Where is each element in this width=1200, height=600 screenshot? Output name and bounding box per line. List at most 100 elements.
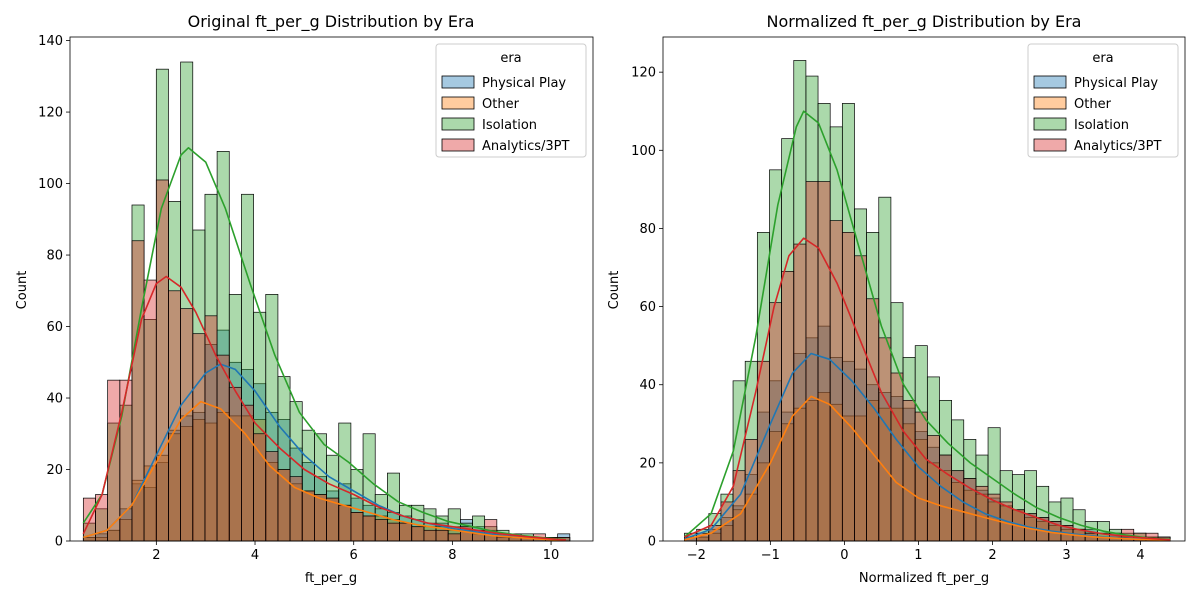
left-axes-frame — [69, 36, 594, 542]
right-bar — [805, 181, 819, 542]
right-y-tick-label: 120 — [631, 66, 656, 81]
right-legend-swatch — [1033, 117, 1067, 131]
left-x-tick-label: 8 — [448, 548, 456, 563]
left-bar — [350, 512, 364, 542]
left-bar — [168, 290, 181, 542]
left-legend-title: era — [500, 51, 521, 66]
right-x-tick-label: 2 — [988, 548, 996, 563]
left-bar — [155, 179, 169, 542]
right-y-tick-label: 40 — [639, 378, 656, 393]
left-bar — [362, 515, 376, 542]
left-x-tick-label: 4 — [251, 548, 259, 563]
left-x-tick-label: 6 — [350, 548, 358, 563]
right-legend-label: Other — [1074, 97, 1112, 112]
right-bar — [939, 454, 952, 542]
right-y-tick-label: 80 — [639, 222, 656, 237]
left-x-tick-label: 10 — [543, 548, 560, 563]
left-y-tick-label: 60 — [46, 320, 63, 335]
left-bar — [435, 529, 449, 542]
left-y-tick-label: 120 — [38, 106, 63, 121]
right-legend-label: Isolation — [1074, 118, 1129, 133]
left-legend-label: Other — [482, 97, 520, 112]
right-chart-title: Normalized ft_per_g Distribution by Era — [767, 12, 1082, 32]
right-bar — [720, 501, 734, 542]
left-bar — [131, 240, 145, 542]
left-bar — [180, 308, 194, 542]
left-bar — [423, 529, 437, 542]
right-bar — [866, 298, 880, 542]
right-bar — [902, 399, 916, 542]
left-legend-swatch — [441, 117, 475, 131]
left-legend-label: Analytics/3PT — [482, 139, 570, 154]
right-bar — [817, 181, 831, 542]
left-bar — [204, 315, 218, 542]
left-legend-swatch — [441, 138, 475, 152]
right-bar — [914, 411, 928, 542]
left-kde-line — [83, 400, 566, 542]
left-bar — [387, 522, 400, 542]
right-x-tick-label: 3 — [1062, 548, 1070, 563]
left-y-tick-label: 40 — [46, 392, 63, 407]
right-bar — [878, 337, 892, 542]
right-legend-title: era — [1092, 51, 1113, 66]
left-bar — [447, 533, 461, 542]
left-bar — [192, 333, 206, 542]
right-bar — [829, 220, 843, 542]
right-kde-line — [684, 395, 1171, 541]
right-y-tick-label: 100 — [631, 144, 656, 159]
left-legend-swatch — [441, 75, 475, 89]
right-x-tick-label: 1 — [914, 548, 922, 563]
left-x-tick-label: 2 — [152, 548, 160, 563]
right-bar — [841, 231, 855, 542]
right-x-axis-label: Normalized ft_per_g — [859, 571, 989, 586]
right-bar — [926, 435, 940, 542]
left-bar — [277, 469, 291, 542]
left-y-tick-label: 140 — [38, 34, 63, 49]
right-kde-line — [684, 237, 1171, 541]
right-legend: era Physical Play Other Isolation Analytics/… — [1027, 43, 1179, 158]
right-y-tick-label: 0 — [648, 535, 656, 550]
left-legend: era Physical Play Other Isolation Analytics/… — [435, 43, 587, 158]
left-bar — [253, 433, 267, 542]
left-bar — [314, 494, 327, 542]
right-bar — [793, 243, 807, 542]
right-legend-label: Physical Play — [1074, 76, 1158, 91]
right-axes-frame — [662, 36, 1186, 542]
right-legend-swatch — [1033, 75, 1067, 89]
right-legend-box — [1027, 43, 1179, 158]
left-y-tick-label: 80 — [46, 249, 63, 264]
left-kde-line — [83, 363, 566, 541]
right-legend-swatch — [1033, 138, 1067, 152]
left-bar — [241, 404, 254, 542]
left-legend-label: Physical Play — [482, 76, 566, 91]
left-x-axis-label: ft_per_g — [305, 571, 357, 586]
right-y-axis-label: Count — [607, 271, 622, 310]
left-bar — [374, 519, 388, 542]
right-legend-swatch — [1033, 96, 1067, 110]
right-x-tick-label: 4 — [1136, 548, 1144, 563]
left-bar — [119, 379, 133, 542]
right-x-tick-label: −1 — [761, 548, 780, 563]
right-bar — [890, 372, 904, 542]
left-chart-title: Original ft_per_g Distribution by Era — [188, 12, 475, 32]
left-legend-box — [435, 43, 587, 158]
left-legend-swatch — [441, 96, 475, 110]
right-bar — [854, 255, 867, 542]
right-legend-label: Analytics/3PT — [1074, 139, 1162, 154]
left-kde-line — [82, 275, 566, 541]
left-bar — [411, 526, 425, 542]
right-y-tick-label: 60 — [639, 300, 656, 315]
left-series-0-bars — [82, 329, 571, 542]
right-x-tick-label: 0 — [840, 548, 848, 563]
left-bar — [228, 386, 242, 542]
right-bar — [781, 271, 795, 542]
right-y-tick-label: 20 — [639, 456, 656, 471]
left-kde-line — [82, 147, 566, 541]
left-bar — [143, 279, 157, 542]
left-y-tick-label: 100 — [38, 177, 63, 192]
right-kde-line — [683, 110, 1171, 541]
left-bar — [289, 476, 303, 542]
